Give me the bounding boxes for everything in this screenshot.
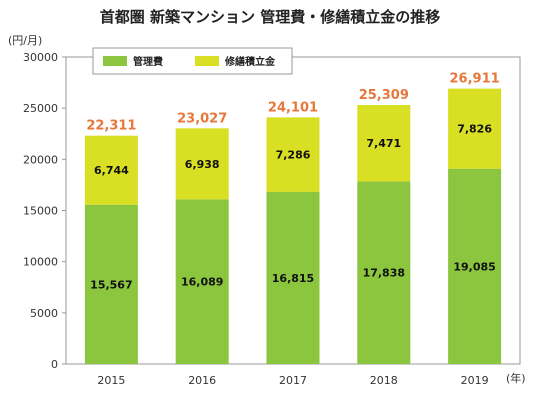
x-tick-label: 2019 (461, 374, 489, 387)
legend-label: 管理費 (133, 55, 163, 68)
legend-label: 修繕積立金 (224, 55, 276, 68)
y-tick-label: 15000 (23, 205, 58, 218)
data-label-管理費: 19,085 (453, 260, 495, 273)
y-tick-label: 20000 (23, 153, 58, 166)
data-label-修繕積立金: 6,938 (185, 158, 220, 171)
chart-title: 首都圏 新築マンション 管理費・修繕積立金の推移 (99, 8, 441, 26)
bar-管理費-2019 (448, 168, 502, 364)
total-label: 23,027 (177, 111, 227, 126)
data-label-修繕積立金: 7,471 (366, 137, 401, 150)
legend-swatch (103, 56, 127, 66)
data-label-修繕積立金: 6,744 (94, 164, 129, 177)
bar-修繕積立金-2019 (448, 88, 502, 169)
x-tick-label: 2018 (370, 374, 398, 387)
data-label-修繕積立金: 7,286 (276, 149, 311, 162)
total-label: 24,101 (268, 100, 318, 115)
bar-修繕積立金-2017 (266, 117, 320, 192)
x-tick-label: 2017 (279, 374, 307, 387)
bar-修繕積立金-2018 (357, 105, 411, 182)
y-tick-label: 5000 (30, 307, 58, 320)
bar-管理費-2018 (357, 181, 411, 364)
bar-管理費-2015 (84, 204, 138, 364)
data-label-管理費: 15,567 (90, 278, 132, 291)
y-tick-label: 0 (51, 358, 58, 371)
data-label-管理費: 17,838 (363, 267, 405, 280)
x-tick-label: 2016 (188, 374, 216, 387)
total-label: 26,911 (450, 72, 500, 87)
data-label-修繕積立金: 7,826 (457, 123, 492, 136)
data-label-管理費: 16,815 (272, 272, 314, 285)
total-label: 25,309 (359, 88, 409, 103)
bar-管理費-2017 (266, 191, 320, 364)
y-tick-label: 10000 (23, 256, 58, 269)
legend-swatch (195, 56, 219, 66)
bar-修繕積立金-2016 (175, 128, 229, 200)
x-tick-label: 2015 (97, 374, 125, 387)
data-label-管理費: 16,089 (181, 276, 223, 289)
y-tick-label: 25000 (23, 102, 58, 115)
y-axis-unit-label: (円/月) (8, 34, 43, 47)
y-tick-label: 30000 (23, 51, 58, 64)
bar-管理費-2016 (175, 199, 229, 364)
total-label: 22,311 (86, 119, 136, 134)
x-axis-unit-label: (年) (506, 372, 526, 385)
bar-修繕積立金-2015 (84, 135, 138, 205)
